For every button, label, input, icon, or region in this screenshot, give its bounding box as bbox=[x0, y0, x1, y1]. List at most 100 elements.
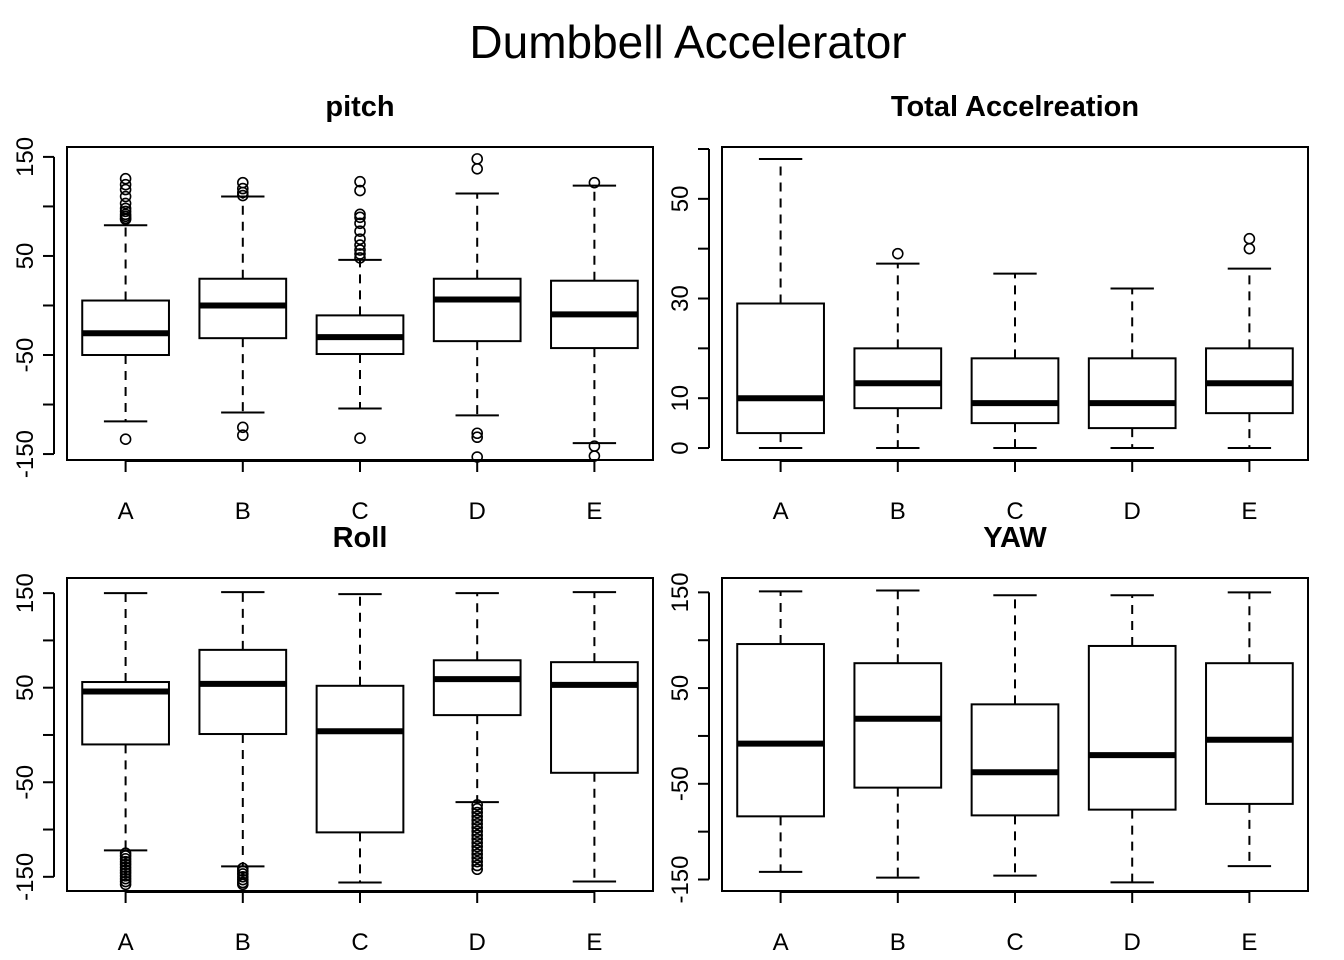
panel-title: pitch bbox=[325, 91, 394, 123]
outlier-point bbox=[354, 252, 366, 264]
outlier-point bbox=[119, 433, 132, 445]
y-tick-label: 50 bbox=[667, 185, 694, 212]
outlier-point bbox=[119, 878, 132, 891]
panel-1: Total Accelreation 0 10 30 50 A B C D E bbox=[667, 91, 1309, 525]
outlier-point bbox=[471, 836, 484, 849]
box-C bbox=[315, 593, 405, 884]
outlier-point bbox=[119, 197, 132, 210]
box-B bbox=[853, 589, 943, 879]
outlier-point bbox=[1243, 242, 1256, 255]
outlier-point bbox=[471, 825, 484, 838]
panel-title: Roll bbox=[333, 522, 388, 554]
outlier-point bbox=[471, 427, 484, 440]
x-tick-label: A bbox=[773, 929, 789, 956]
panel-0: pitch -150 -50 50 150 A B C D E bbox=[12, 91, 654, 525]
iqr-box bbox=[1205, 662, 1294, 805]
y-tick-label: -150 bbox=[667, 855, 694, 903]
outlier-point bbox=[471, 863, 484, 876]
box-E bbox=[550, 591, 639, 883]
outlier-point bbox=[471, 848, 484, 860]
x-tick-label: A bbox=[773, 498, 789, 525]
outlier-point bbox=[471, 162, 484, 175]
box-A bbox=[736, 157, 825, 450]
box-D bbox=[432, 153, 522, 463]
box-B bbox=[198, 591, 288, 891]
y-axis: -150 -50 50 150 bbox=[12, 137, 55, 478]
x-tick-label: D bbox=[469, 498, 486, 525]
figure-title: Dumbbell Accelerator bbox=[469, 16, 906, 68]
outlier-point bbox=[237, 429, 249, 442]
outlier-point bbox=[471, 840, 484, 853]
outlier-point bbox=[237, 878, 249, 891]
box-E bbox=[550, 176, 639, 462]
iqr-box bbox=[550, 661, 639, 774]
outlier-point bbox=[588, 176, 601, 189]
box-D bbox=[1087, 594, 1177, 884]
x-axis: A B C D E bbox=[118, 891, 602, 956]
outlier-point bbox=[354, 208, 366, 221]
x-tick-label: A bbox=[118, 498, 134, 525]
outlier-point bbox=[119, 172, 132, 185]
outlier-point bbox=[354, 225, 366, 237]
y-axis: 0 10 30 50 bbox=[667, 147, 710, 455]
x-tick-label: D bbox=[1124, 498, 1141, 525]
y-tick-label: -150 bbox=[12, 430, 39, 478]
box-C bbox=[970, 594, 1060, 877]
outlier-point bbox=[354, 432, 366, 445]
outlier-point bbox=[471, 844, 484, 857]
x-tick-label: D bbox=[1124, 929, 1141, 956]
y-tick-label: -50 bbox=[12, 338, 39, 373]
outlier-point bbox=[354, 233, 366, 245]
box-B bbox=[853, 247, 943, 450]
y-tick-label: -150 bbox=[12, 853, 39, 901]
outlier-point bbox=[119, 205, 132, 218]
outlier-point bbox=[471, 431, 484, 444]
outlier-point bbox=[237, 421, 249, 434]
x-tick-label: C bbox=[351, 929, 368, 956]
y-tick-label: 50 bbox=[667, 675, 694, 702]
outlier-point bbox=[471, 829, 484, 842]
outlier-point bbox=[354, 184, 366, 197]
y-tick-label: 150 bbox=[12, 573, 39, 613]
y-tick-label: 150 bbox=[667, 572, 694, 612]
iqr-box bbox=[853, 347, 943, 410]
x-axis: A B C D E bbox=[773, 460, 1257, 525]
box-A bbox=[81, 172, 170, 445]
panel-title: Total Accelreation bbox=[891, 91, 1139, 123]
outlier-point bbox=[237, 189, 249, 202]
box-C bbox=[970, 272, 1060, 450]
y-tick-label: 0 bbox=[667, 441, 694, 454]
iqr-box bbox=[81, 299, 170, 357]
y-tick-label: 30 bbox=[667, 285, 694, 312]
box-E bbox=[1205, 591, 1294, 868]
iqr-box bbox=[970, 703, 1060, 817]
x-tick-label: E bbox=[586, 498, 602, 525]
outlier-point bbox=[237, 176, 249, 189]
outlier-point bbox=[471, 802, 484, 815]
y-tick-label: 50 bbox=[12, 674, 39, 701]
outlier-point bbox=[588, 450, 601, 462]
outlier-point bbox=[471, 806, 484, 819]
x-tick-label: C bbox=[1006, 498, 1023, 525]
iqr-box bbox=[736, 302, 825, 435]
iqr-box bbox=[970, 357, 1060, 425]
box-D bbox=[1087, 287, 1177, 450]
outlier-point bbox=[354, 217, 366, 230]
iqr-box bbox=[736, 643, 825, 818]
iqr-box bbox=[432, 277, 522, 343]
outlier-point bbox=[354, 211, 366, 224]
x-tick-label: A bbox=[118, 929, 134, 956]
x-tick-label: E bbox=[586, 929, 602, 956]
x-tick-label: D bbox=[469, 929, 486, 956]
outlier-point bbox=[354, 248, 366, 260]
outlier-point bbox=[471, 814, 484, 826]
outlier-point bbox=[354, 244, 366, 256]
box-E bbox=[1205, 232, 1294, 450]
outlier-point bbox=[237, 182, 249, 195]
y-tick-label: -50 bbox=[12, 765, 39, 800]
outlier-point bbox=[471, 799, 484, 811]
outlier-point bbox=[471, 859, 484, 872]
outlier-point bbox=[119, 183, 132, 196]
outlier-point bbox=[471, 451, 484, 463]
